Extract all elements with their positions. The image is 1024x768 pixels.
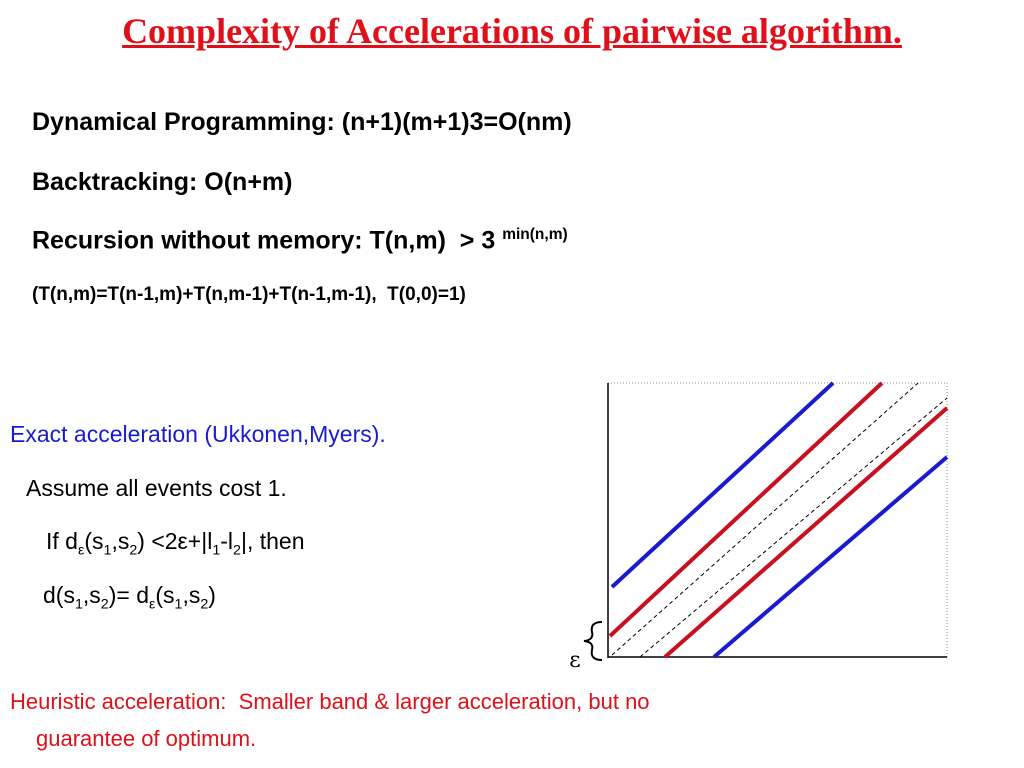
superscript: min(n,m) xyxy=(502,226,568,243)
text-run: Assume all events cost 1. xyxy=(26,475,287,501)
band-label: ε xyxy=(569,648,580,673)
band-line-blue xyxy=(712,455,949,659)
subscript: 2 xyxy=(200,596,209,613)
exact-line: If dε(s1,s2) <2ε+|l1-l2|, then xyxy=(46,528,305,559)
text-run: ,s xyxy=(111,528,130,554)
subscript: 1 xyxy=(174,596,183,613)
subscript: 1 xyxy=(212,542,221,559)
text-run: (s xyxy=(84,528,104,554)
subscript: ε xyxy=(77,542,85,559)
text-run: )= d xyxy=(108,582,149,608)
exact-line: d(s1,s2)= dε(s1,s2) xyxy=(43,582,216,613)
text-run: |, then xyxy=(240,528,305,554)
text-run: ,s xyxy=(182,582,201,608)
text-run: ) <2ε+|l xyxy=(137,528,213,554)
band-line-red xyxy=(608,381,884,638)
complexity-line: Backtracking: O(n+m) xyxy=(32,168,293,197)
subscript: ε xyxy=(149,596,156,613)
text-run: ) xyxy=(208,582,216,608)
text-run: Exact acceleration (Ukkonen,Myers). xyxy=(10,421,386,447)
text-run: Dynamical Programming: (n+1)(m+1)3=O(nm) xyxy=(32,108,572,136)
heuristic-line: Heuristic acceleration: Smaller band & l… xyxy=(10,689,650,714)
band-line-red xyxy=(663,406,949,659)
subscript: 1 xyxy=(103,542,112,559)
exact-line: Exact acceleration (Ukkonen,Myers). xyxy=(10,421,386,448)
text-run: d(s xyxy=(43,582,75,608)
diagonal-dashed xyxy=(611,382,919,656)
text-run: (s xyxy=(155,582,175,608)
band-line-blue xyxy=(610,381,835,589)
diagonal-dashed xyxy=(639,397,948,658)
recurrence: (T(n,m)=T(n-1,m)+T(n,m-1)+T(n-1,m-1), T(… xyxy=(32,284,466,305)
text-run: If d xyxy=(46,528,78,554)
text-run: -l xyxy=(220,528,234,554)
complexity-line: Recursion without memory: T(n,m) > 3 min… xyxy=(32,226,568,255)
heuristic-line: guarantee of optimum. xyxy=(36,726,257,751)
subscript: 1 xyxy=(74,596,83,613)
brace xyxy=(583,621,603,661)
text-run: ,s xyxy=(82,582,101,608)
text-run: Recursion without memory: T(n,m) > 3 xyxy=(32,226,503,255)
exact-line: Assume all events cost 1. xyxy=(26,475,287,502)
subscript: 2 xyxy=(129,542,138,559)
complexity-line: Dynamical Programming: (n+1)(m+1)3=O(nm) xyxy=(32,108,572,137)
text-run: Backtracking: O(n+m) xyxy=(32,168,293,196)
slide-title: Complexity of Accelerations of pairwise … xyxy=(122,11,902,51)
subscript: 2 xyxy=(233,542,241,559)
subscript: 2 xyxy=(100,596,109,613)
